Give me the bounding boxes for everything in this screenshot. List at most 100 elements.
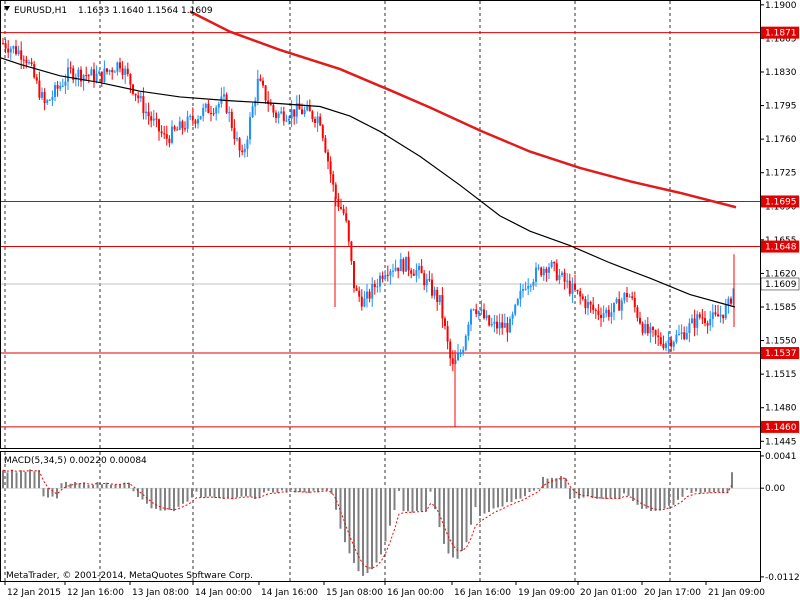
candle-bull bbox=[285, 120, 288, 122]
candle-bear bbox=[181, 121, 184, 129]
macd-bar bbox=[492, 488, 495, 509]
macd-bar bbox=[258, 488, 261, 498]
macd-bar bbox=[632, 488, 634, 502]
candle-bear bbox=[594, 309, 597, 311]
candles bbox=[2, 37, 735, 427]
candle-bear bbox=[301, 109, 303, 115]
macd-bar bbox=[659, 488, 661, 511]
candle-bull bbox=[217, 103, 220, 108]
macd-bar bbox=[155, 488, 157, 509]
macd-bar bbox=[24, 471, 27, 489]
candle-bear bbox=[298, 103, 301, 110]
candle-bear bbox=[584, 299, 587, 309]
candle-bear bbox=[158, 119, 160, 132]
macd-bar bbox=[15, 472, 18, 489]
macd-bar bbox=[479, 488, 481, 517]
candle-bear bbox=[563, 272, 566, 282]
candle-bear bbox=[337, 198, 340, 207]
candle-bull bbox=[384, 274, 387, 279]
macd-label: MACD(5,34,5) 0.00220 0.00084 bbox=[4, 456, 147, 466]
dropdown-triangle-icon[interactable] bbox=[4, 6, 10, 11]
candle-bull bbox=[82, 75, 85, 82]
macd-bar bbox=[650, 488, 652, 512]
candle-bear bbox=[618, 298, 621, 311]
candle-bear bbox=[87, 75, 90, 77]
candle-bear bbox=[264, 85, 267, 101]
candle-bear bbox=[553, 262, 556, 264]
macd-bar bbox=[308, 488, 310, 493]
candle-bull bbox=[503, 323, 506, 328]
candle-bull bbox=[509, 318, 511, 333]
candle-bear bbox=[69, 67, 72, 69]
macd-bar bbox=[38, 470, 40, 489]
candle-bear bbox=[33, 64, 36, 78]
candle-bear bbox=[150, 116, 153, 121]
macd-bar bbox=[240, 488, 243, 497]
candle-bear bbox=[293, 109, 296, 117]
candle-bull bbox=[477, 311, 480, 315]
candle-bear bbox=[129, 74, 132, 85]
horizontal-levels[interactable] bbox=[1, 32, 760, 428]
current-price-tag-bg bbox=[760, 277, 800, 291]
x-tick-label: 12 Jan 16:00 bbox=[67, 588, 124, 598]
macd-bar bbox=[506, 488, 508, 503]
candle-bull bbox=[171, 126, 173, 143]
candle-bear bbox=[706, 323, 709, 326]
macd-bar bbox=[654, 488, 657, 511]
candle-bear bbox=[160, 131, 163, 134]
candle-bear bbox=[373, 283, 376, 288]
macd-bar bbox=[533, 488, 535, 491]
candle-bull bbox=[724, 304, 727, 319]
candle-bear bbox=[155, 118, 158, 120]
macd-bar bbox=[56, 488, 58, 499]
macd-bar bbox=[605, 488, 607, 499]
candle-bear bbox=[314, 119, 316, 123]
level-price-tag-bg bbox=[761, 420, 799, 433]
macd-bar bbox=[501, 488, 504, 507]
level-price-tag: 1.1695 bbox=[765, 197, 797, 207]
candle-bear bbox=[633, 297, 636, 308]
macd-bar bbox=[317, 488, 319, 493]
macd-bar bbox=[722, 488, 724, 493]
candle-bull bbox=[405, 256, 407, 272]
macd-bar bbox=[677, 488, 679, 500]
candle-bull bbox=[587, 301, 589, 309]
macd-bar bbox=[596, 488, 598, 499]
macd-bar bbox=[636, 488, 639, 505]
macd-bar bbox=[11, 469, 13, 489]
y-tick-label: 1.1795 bbox=[765, 102, 797, 112]
macd-bar bbox=[119, 484, 121, 489]
candle-bear bbox=[329, 161, 332, 175]
macd-bar bbox=[267, 488, 270, 492]
macd-bar bbox=[456, 488, 459, 559]
candle-bear bbox=[207, 103, 210, 113]
candle-bull bbox=[316, 116, 319, 123]
candle-bear bbox=[646, 324, 649, 334]
macd-bar bbox=[132, 488, 135, 492]
macd-bar bbox=[681, 488, 684, 497]
candle-bull bbox=[228, 112, 231, 114]
candle-bull bbox=[67, 67, 69, 82]
macd-bar bbox=[371, 488, 373, 570]
macd-bar bbox=[551, 477, 553, 489]
candle-bear bbox=[360, 296, 363, 307]
macd-bar bbox=[731, 472, 733, 489]
candle-bear bbox=[347, 220, 350, 242]
macd-bar bbox=[600, 488, 603, 499]
macd-bar bbox=[663, 488, 666, 509]
candle-bear bbox=[126, 68, 129, 75]
macd-bar bbox=[416, 488, 418, 511]
macd-tick-label: 0.00 bbox=[765, 484, 785, 494]
macd-bar bbox=[213, 488, 216, 498]
candle-bear bbox=[423, 273, 426, 286]
candle-bear bbox=[626, 292, 628, 298]
candle-bull bbox=[672, 341, 675, 347]
level-price-tag: 1.1537 bbox=[765, 349, 797, 359]
candle-bear bbox=[431, 279, 433, 296]
candle-bull bbox=[529, 285, 532, 287]
candle-bull bbox=[522, 289, 524, 291]
candle-bull bbox=[615, 298, 618, 303]
macd-bar bbox=[569, 488, 571, 500]
candle-bull bbox=[399, 259, 402, 272]
